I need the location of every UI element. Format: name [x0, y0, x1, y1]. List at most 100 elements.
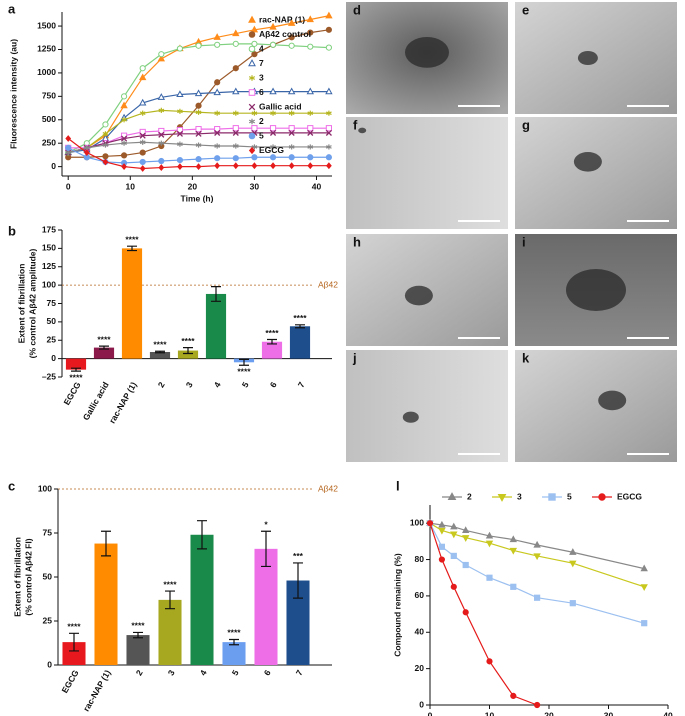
x-tick-label: 5 — [240, 380, 251, 389]
micrograph-feature — [404, 285, 433, 306]
marker — [287, 87, 296, 95]
panel-label: l — [396, 478, 400, 493]
marker — [288, 34, 295, 41]
marker — [195, 42, 202, 49]
error-bar — [101, 530, 111, 557]
y-tick-label: 1500 — [37, 20, 56, 30]
y-tick-label: 250 — [42, 137, 56, 147]
marker — [251, 51, 258, 58]
marker — [307, 29, 314, 36]
marker — [325, 26, 332, 33]
x-tick-label: 20 — [544, 710, 554, 716]
y-tick-label: 100 — [42, 279, 56, 289]
marker — [269, 154, 277, 161]
error-bar — [127, 245, 137, 252]
marker — [251, 125, 258, 132]
marker — [157, 93, 166, 100]
bar — [62, 642, 86, 665]
y-tick-label: 100 — [410, 517, 424, 527]
micrograph-label: d — [353, 2, 361, 17]
y-tick-label: 80 — [415, 554, 425, 564]
marker — [270, 110, 276, 116]
marker — [121, 140, 127, 146]
legend-label: 5 — [567, 491, 572, 501]
x-tick-label: 2 — [156, 380, 167, 389]
significance-label: **** — [265, 328, 279, 338]
marker — [120, 93, 128, 100]
marker — [138, 98, 147, 106]
marker — [426, 520, 434, 527]
x-tick-label: EGCG — [62, 380, 83, 407]
x-tick-label: 7 — [296, 380, 307, 389]
marker — [326, 110, 332, 116]
marker — [214, 110, 221, 116]
y-tick-label: 75 — [47, 298, 57, 308]
marker — [248, 146, 256, 155]
marker — [461, 535, 470, 542]
marker — [214, 129, 221, 136]
marker — [307, 110, 314, 116]
bar — [94, 543, 118, 665]
y-tick-label: 150 — [42, 243, 56, 253]
panel-label: c — [8, 478, 15, 493]
y-tick-label: 75 — [43, 527, 53, 537]
marker — [232, 129, 239, 136]
legend-label: 3 — [259, 72, 264, 82]
marker — [640, 584, 648, 591]
y-tick-label: 50 — [47, 316, 57, 326]
marker — [121, 117, 127, 123]
x-tick-label: rac-NAP (1) — [81, 668, 113, 713]
marker — [288, 144, 295, 150]
marker — [176, 90, 184, 98]
marker — [325, 44, 332, 51]
marker — [194, 89, 203, 97]
error-bar — [71, 367, 81, 372]
marker — [486, 658, 493, 665]
marker — [307, 125, 314, 132]
marker — [120, 101, 128, 109]
marker — [248, 132, 256, 140]
micrograph-label: f — [353, 117, 358, 132]
marker — [158, 51, 165, 58]
significance-label: **** — [181, 336, 195, 346]
y-tick-label: 100 — [38, 483, 52, 493]
x-tick-label: 5 — [230, 668, 241, 677]
x-tick-label: 10 — [126, 181, 136, 191]
marker — [214, 143, 221, 149]
marker — [139, 139, 146, 145]
marker — [139, 158, 146, 166]
marker — [485, 540, 494, 548]
marker — [450, 552, 457, 560]
marker — [307, 129, 314, 136]
marker — [450, 531, 458, 539]
marker — [640, 564, 648, 572]
marker — [325, 87, 333, 95]
marker — [139, 132, 146, 139]
significance-label: **** — [293, 313, 307, 323]
marker — [248, 59, 256, 67]
marker — [270, 162, 276, 170]
marker — [497, 493, 507, 502]
x-axis-label: Time (h) — [181, 193, 214, 203]
marker — [232, 87, 240, 95]
marker — [214, 155, 221, 162]
marker — [83, 149, 90, 156]
marker — [232, 155, 239, 162]
error-bar — [267, 338, 277, 345]
marker — [214, 162, 221, 170]
x-tick-label: rac-NAP (1) — [107, 380, 139, 425]
y-axis-label: Compound remaining (%) — [392, 553, 402, 657]
y-tick-label: 0 — [51, 353, 56, 363]
micrograph — [346, 117, 508, 229]
marker — [232, 162, 239, 170]
x-tick-label: 2 — [134, 668, 145, 677]
marker — [232, 29, 240, 37]
micrograph-feature — [402, 411, 419, 423]
marker — [248, 15, 256, 23]
marker — [248, 45, 256, 53]
x-tick-label: 3 — [184, 380, 195, 389]
marker — [232, 65, 239, 72]
bar — [190, 534, 214, 665]
marker — [213, 33, 221, 40]
bar — [121, 248, 143, 359]
